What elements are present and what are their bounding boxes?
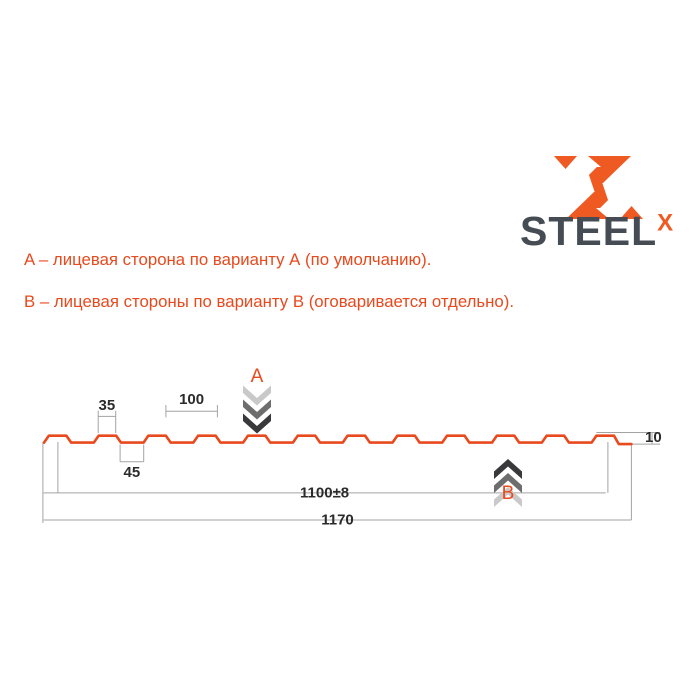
svg-text:1170: 1170 xyxy=(321,512,354,529)
svg-text:1100±8: 1100±8 xyxy=(300,485,349,502)
svg-text:100: 100 xyxy=(179,391,204,408)
svg-text:A: A xyxy=(251,366,264,387)
svg-text:B: B xyxy=(502,483,515,504)
svg-text:45: 45 xyxy=(124,464,141,481)
svg-text:35: 35 xyxy=(99,397,116,414)
svg-text:10: 10 xyxy=(645,429,662,446)
